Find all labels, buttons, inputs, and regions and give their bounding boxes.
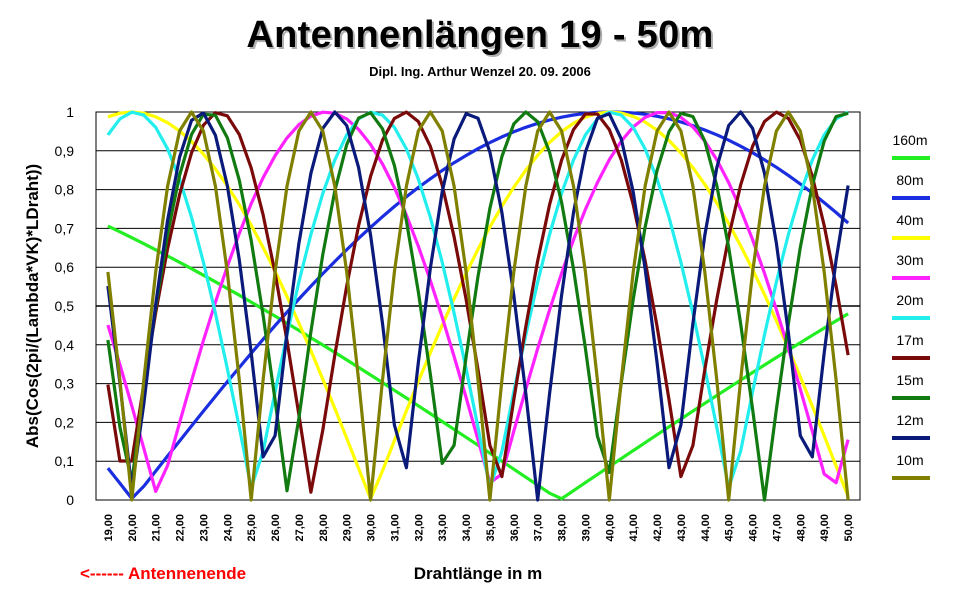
x-tick-label: 20,00 <box>127 514 139 542</box>
legend-label: 15m <box>896 372 923 388</box>
x-axis-label: Drahtlänge in m <box>413 564 543 583</box>
x-tick-label: 47,00 <box>771 514 783 542</box>
x-tick-label: 28,00 <box>318 514 330 542</box>
y-tick-label: 1 <box>66 104 74 120</box>
x-tick-label: 27,00 <box>294 514 306 542</box>
legend: 160m 80m 40m 30m 20m 17m 15m 12m 10m <box>892 132 930 480</box>
series-line-30m <box>106 110 850 493</box>
y-tick-label: 0,8 <box>55 182 75 198</box>
x-tick-label: 50,00 <box>843 514 855 542</box>
x-tick-label: 25,00 <box>246 514 258 542</box>
chart-subtitle: Dipl. Ing. Arthur Wenzel 20. 09. 2006 <box>369 64 591 79</box>
x-tick-label: 34,00 <box>461 514 473 542</box>
x-tick-label: 23,00 <box>198 514 210 542</box>
y-tick-label: 0,2 <box>55 414 75 430</box>
x-tick-label: 41,00 <box>628 514 640 542</box>
x-tick-label: 45,00 <box>724 514 736 542</box>
y-tick-label: 0 <box>66 492 74 508</box>
x-tick-label: 46,00 <box>748 514 760 542</box>
y-tick-label: 0,4 <box>55 337 75 353</box>
x-tick-label: 42,00 <box>652 514 664 542</box>
x-tick-label: 30,00 <box>366 514 378 542</box>
legend-label: 80m <box>896 172 923 188</box>
series-line-12m <box>106 110 850 502</box>
y-tick-label: 0,7 <box>55 220 75 236</box>
x-tick-label: 29,00 <box>342 514 354 542</box>
legend-label: 17m <box>896 332 923 348</box>
legend-label: 12m <box>896 412 923 428</box>
series-lines <box>106 110 850 502</box>
legend-label: 30m <box>896 252 923 268</box>
x-tick-label: 31,00 <box>389 514 401 542</box>
x-tick-label: 35,00 <box>485 514 497 542</box>
x-tick-label: 33,00 <box>437 514 449 542</box>
x-tick-label: 24,00 <box>222 514 234 542</box>
y-tick-label: 0,9 <box>55 143 75 159</box>
antenna-end-annotation: <------ Antennenende <box>80 564 247 583</box>
series-line-40m <box>107 110 850 501</box>
x-tick-label: 32,00 <box>413 514 425 542</box>
y-tick-label: 0,5 <box>55 298 75 314</box>
y-tick-labels: 0 0,1 0,2 0,3 0,4 0,5 0,6 0,7 0,8 0,9 1 <box>55 104 75 508</box>
x-tick-label: 44,00 <box>700 514 712 542</box>
x-tick-label: 38,00 <box>557 514 569 542</box>
y-tick-label: 0,3 <box>55 376 75 392</box>
series-line-10m <box>106 110 850 502</box>
y-tick-label: 0,1 <box>55 453 75 469</box>
x-tick-label: 48,00 <box>795 514 807 542</box>
legend-label: 10m <box>896 452 923 468</box>
x-tick-label: 21,00 <box>151 514 163 542</box>
x-tick-labels: 19,00 20,00 21,00 22,00 23,00 24,00 25,00 26,00… <box>103 514 855 542</box>
chart-title: Antennenlängen 19 - 50m <box>246 14 714 56</box>
x-tick-label: 43,00 <box>676 514 688 542</box>
x-tick-label: 37,00 <box>533 514 545 542</box>
legend-label: 40m <box>896 212 923 228</box>
x-tick-label: 49,00 <box>819 514 831 542</box>
legend-label: 160m <box>892 132 927 148</box>
x-tick-label: 19,00 <box>103 514 115 542</box>
y-tick-label: 0,6 <box>55 259 75 275</box>
x-tick-label: 40,00 <box>604 514 616 542</box>
x-tick-label: 39,00 <box>580 514 592 542</box>
x-tick-label: 26,00 <box>270 514 282 542</box>
x-tick-label: 22,00 <box>175 514 187 542</box>
legend-label: 20m <box>896 292 923 308</box>
y-axis-label: Abs(Cos(2pi/(Lambda*VK)*LDraht)) <box>23 164 42 448</box>
series-line-15m <box>106 110 849 502</box>
x-tick-label: 36,00 <box>509 514 521 542</box>
